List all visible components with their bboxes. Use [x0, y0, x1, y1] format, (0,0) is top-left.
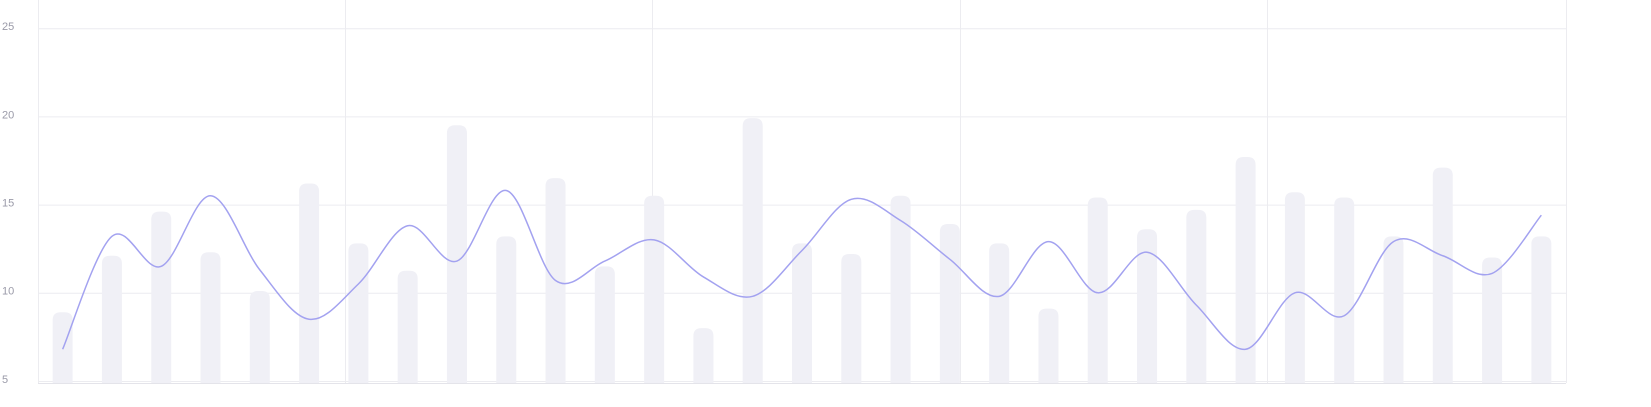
y-tick-label: 20: [2, 109, 14, 121]
bar: [1137, 229, 1158, 383]
bar: [890, 195, 911, 383]
bar: [644, 195, 665, 383]
bar: [989, 243, 1010, 383]
bar: [1383, 236, 1404, 383]
y-tick-label: 15: [2, 198, 14, 210]
bar: [1432, 167, 1453, 383]
bar: [1482, 257, 1503, 383]
bar: [101, 255, 122, 383]
bar: [1531, 236, 1552, 383]
bar: [1235, 156, 1256, 383]
bar: [841, 254, 862, 383]
vertical-grid: [38, 0, 1567, 383]
bar: [693, 328, 714, 383]
y-tick-label: 5: [2, 374, 8, 386]
bar: [939, 224, 960, 383]
bar: [1334, 197, 1355, 383]
bar: [1186, 209, 1207, 383]
line: [61, 189, 1542, 351]
y-tick-label: 25: [2, 21, 14, 33]
bar: [1284, 192, 1305, 383]
bar: [446, 125, 467, 383]
bar: [348, 243, 369, 383]
bar: [594, 266, 615, 383]
bar: [1038, 308, 1059, 383]
bar: [792, 243, 812, 383]
bar: [200, 252, 221, 383]
bar: [742, 118, 763, 384]
bar: [496, 236, 517, 383]
bar: [151, 211, 172, 383]
bar: [249, 291, 270, 383]
y-tick-label: 10: [2, 286, 14, 298]
bar: [397, 270, 418, 383]
bar: [1087, 197, 1108, 383]
bar: [299, 183, 320, 383]
